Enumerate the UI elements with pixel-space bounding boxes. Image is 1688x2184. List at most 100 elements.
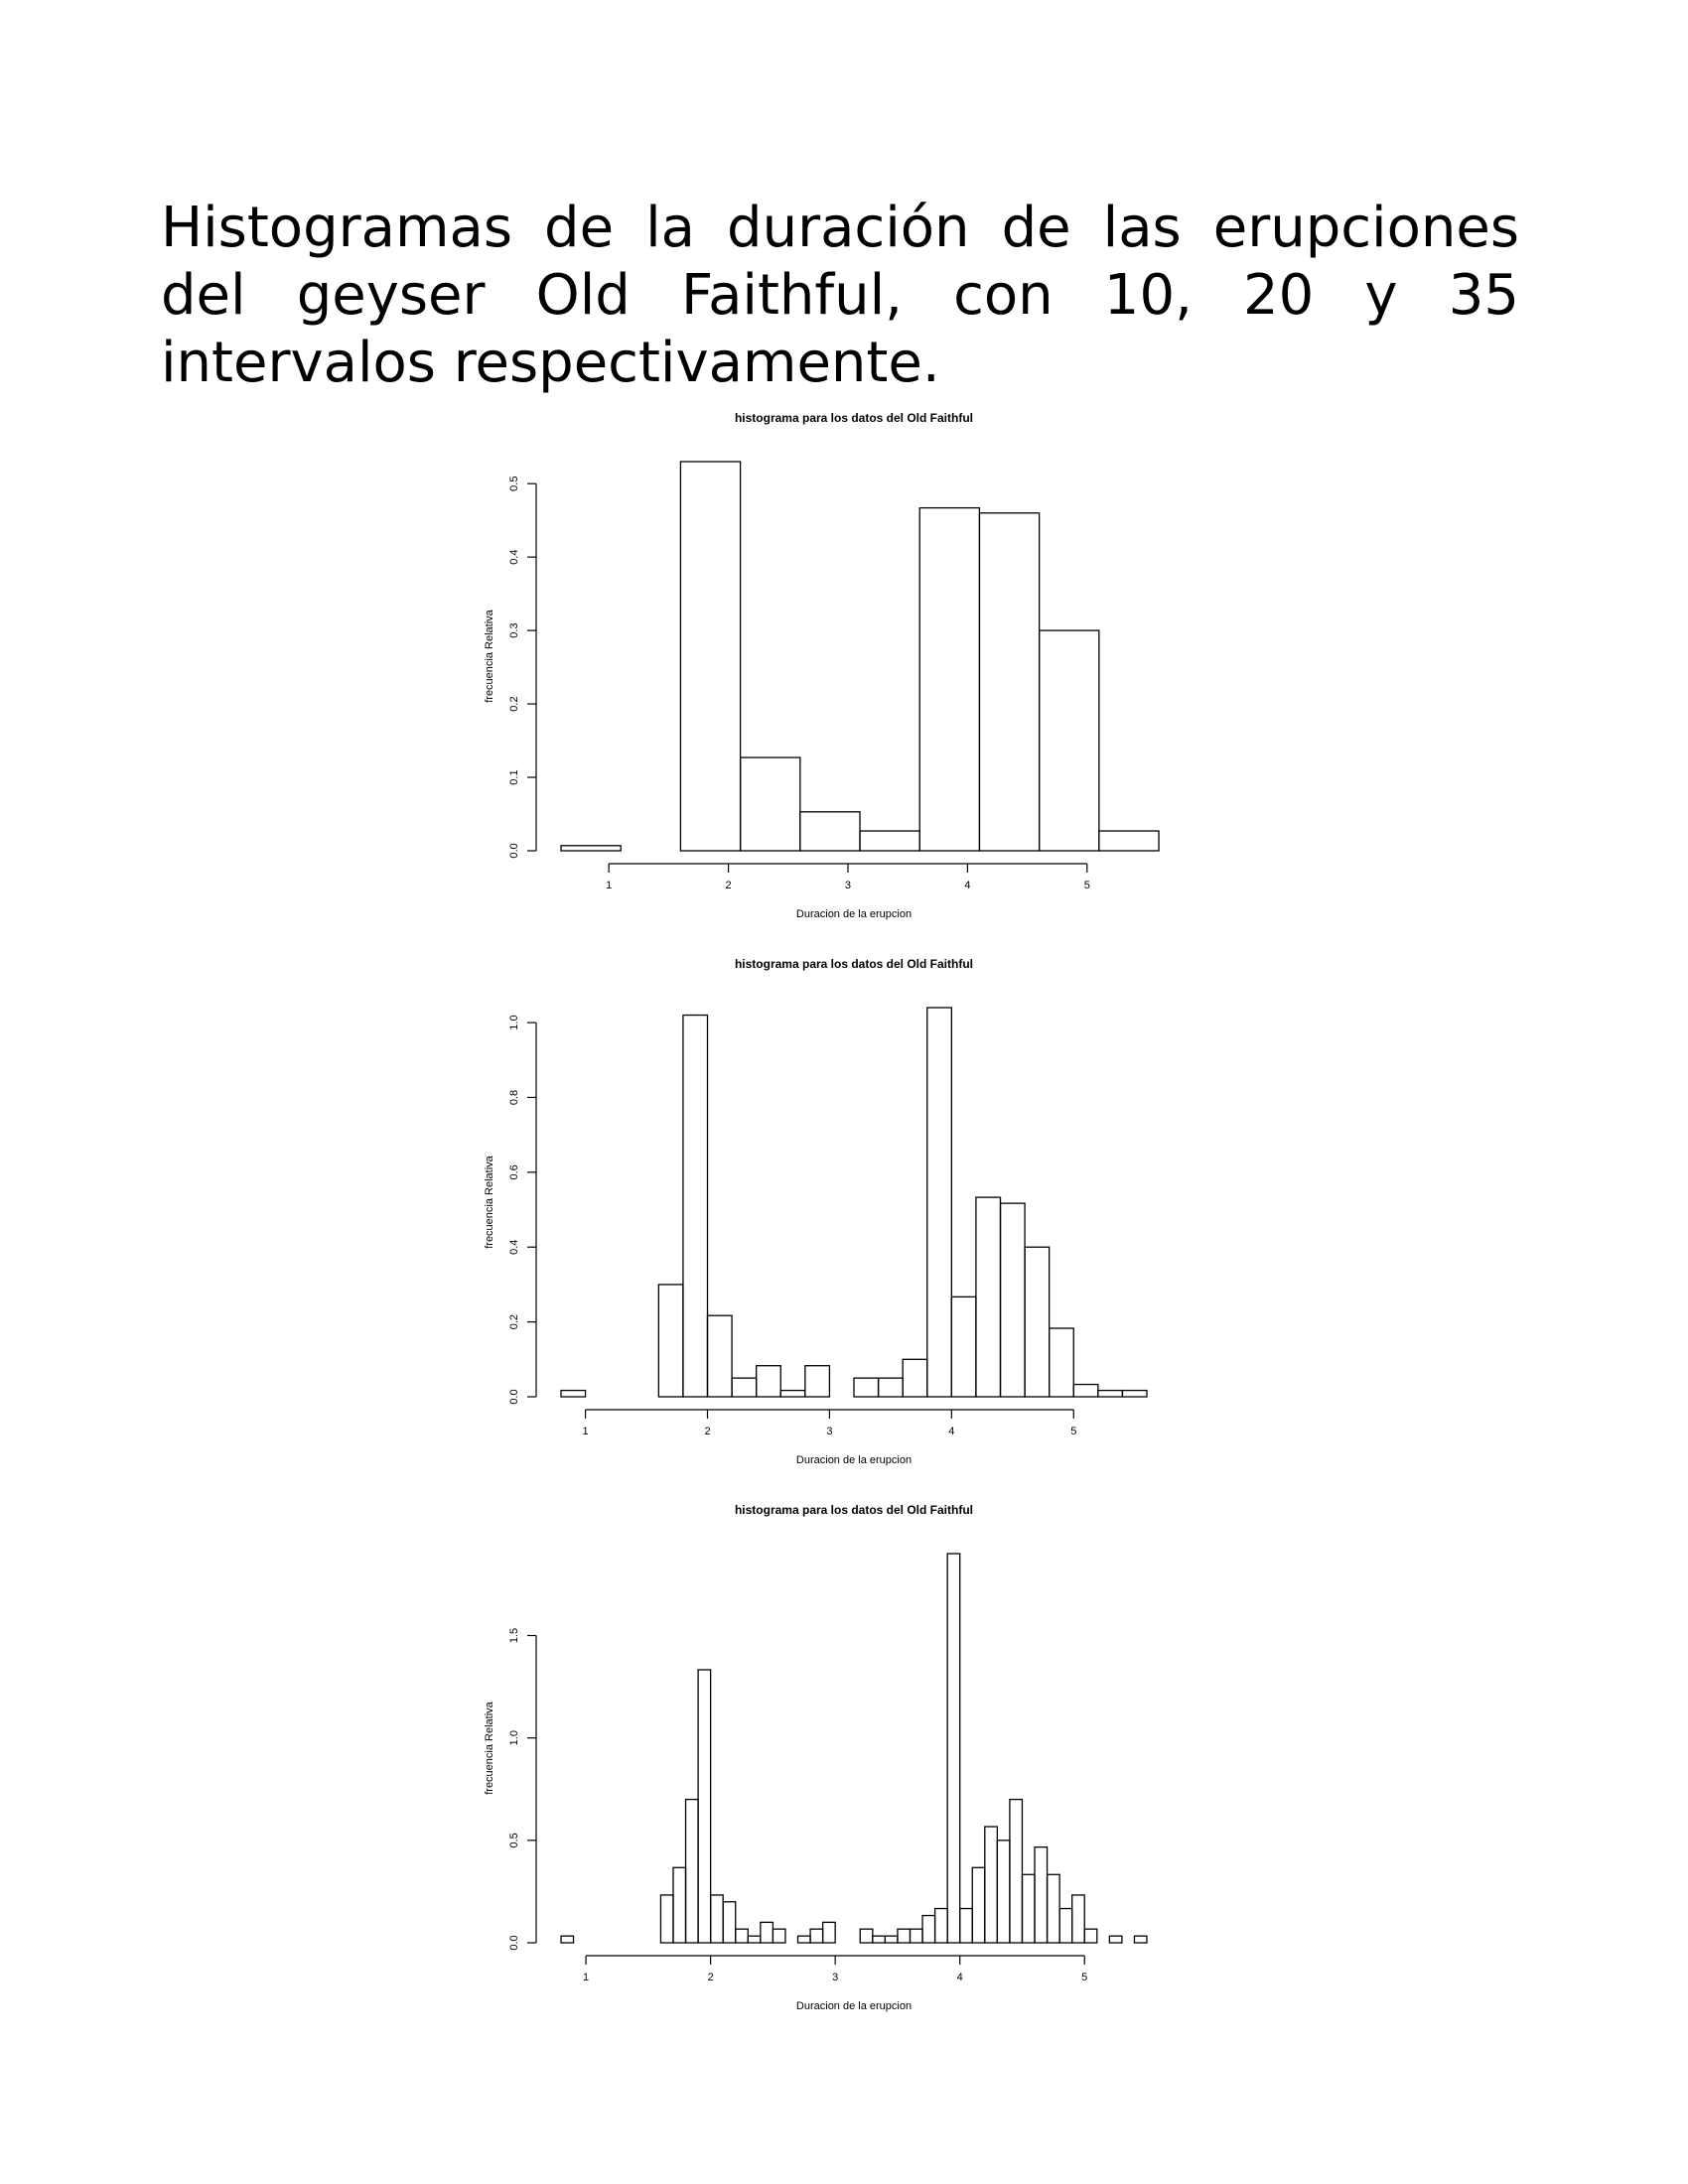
histogram-bar <box>872 1935 887 1944</box>
histogram-bar <box>722 1901 737 1944</box>
y-tick-label: 1.0 <box>508 1015 520 1029</box>
histogram-bar <box>779 1389 806 1398</box>
y-tick-label: 0.0 <box>508 843 520 858</box>
histogram-bar <box>1034 1846 1049 1944</box>
y-tick-label: 0.8 <box>508 1090 520 1105</box>
histogram-bar <box>999 1202 1026 1398</box>
x-tick-label: 5 <box>1070 1426 1076 1437</box>
x-tick-label: 4 <box>957 1972 963 1983</box>
histogram-bar <box>756 1365 781 1398</box>
x-tick-label: 3 <box>845 880 851 891</box>
histogram-bar <box>971 1866 986 1944</box>
x-axis-label: Duracion de la erupcion <box>796 2000 912 2012</box>
x-tick-label: 2 <box>708 1972 714 1983</box>
y-tick-label: 0.2 <box>508 696 520 711</box>
x-tick-label: 4 <box>964 880 970 891</box>
histogram-bar <box>1049 1327 1074 1398</box>
histogram-10-bins-svg: histograma para los datos del Old Faithf… <box>484 411 1160 920</box>
x-tick-label: 2 <box>726 880 732 891</box>
histogram-bar <box>1097 1389 1124 1398</box>
histogram-bar <box>877 1377 904 1398</box>
histogram-bar <box>804 1365 831 1398</box>
histogram-bar <box>996 1840 1011 1944</box>
histogram-bar <box>682 1014 709 1398</box>
y-axis-label: frecuencia Relativa <box>484 1701 495 1794</box>
histogram-bar <box>1021 1873 1036 1944</box>
histogram-bar <box>1133 1935 1148 1944</box>
y-tick-label: 0.4 <box>508 1240 520 1255</box>
histogram-bar <box>1058 1907 1073 1944</box>
histogram-bar <box>659 1894 674 1944</box>
histogram-bar <box>697 1669 712 1944</box>
y-tick-label: 0.3 <box>508 622 520 637</box>
histogram-bar <box>731 1377 758 1398</box>
y-tick-label: 0.0 <box>508 1935 520 1950</box>
y-tick-label: 0.4 <box>508 550 520 565</box>
histogram-bar <box>902 1358 928 1398</box>
x-tick-label: 1 <box>606 880 612 891</box>
histogram-bar <box>809 1928 824 1944</box>
histogram-bar <box>706 1314 733 1398</box>
histogram-bar <box>1108 1935 1123 1944</box>
histogram-bar <box>772 1928 786 1944</box>
histogram-bar <box>909 1928 923 1944</box>
x-axis-label: Duracion de la erupcion <box>796 908 912 920</box>
histogram-bar <box>897 1928 912 1944</box>
histogram-bar <box>1071 1894 1085 1944</box>
histogram-bar <box>1038 629 1100 852</box>
histogram-bar <box>560 845 622 852</box>
chart-title: histograma para los datos del Old Faithf… <box>735 1503 973 1517</box>
histogram-bar <box>926 1007 952 1398</box>
histogram-bar <box>859 830 920 852</box>
histogram-bar <box>918 506 981 852</box>
histogram-35-bins-svg: histograma para los datos del Old Faithf… <box>484 1503 1148 2012</box>
y-tick-label: 0.1 <box>508 769 520 784</box>
x-tick-label: 3 <box>832 1972 838 1983</box>
histogram-bar <box>709 1894 724 1944</box>
histogram-bar <box>679 461 742 852</box>
x-tick-label: 1 <box>583 1972 589 1983</box>
histogram-bar <box>950 1296 977 1398</box>
histogram-bar <box>735 1928 749 1944</box>
y-tick-label: 1.0 <box>508 1730 520 1745</box>
histogram-bar <box>560 1935 575 1944</box>
histogram-bar <box>1024 1246 1051 1398</box>
histogram-bar <box>959 1907 973 1944</box>
histogram-bar <box>1046 1873 1060 1944</box>
histogram-bar <box>984 1826 999 1944</box>
histogram-bar <box>859 1928 874 1944</box>
x-axis-label: Duracion de la erupcion <box>796 1454 912 1466</box>
histogram-bar <box>739 756 801 852</box>
histogram-bar <box>821 1921 836 1944</box>
histogram-bar <box>1072 1383 1099 1398</box>
histogram-bar <box>978 512 1041 852</box>
y-tick-label: 0.5 <box>508 477 520 491</box>
histogram-bar <box>853 1377 880 1398</box>
histogram-bar <box>1098 830 1160 852</box>
histogram-35-bins: histograma para los datos del Old Faithf… <box>0 1494 1688 2030</box>
histogram-bar <box>1121 1389 1148 1398</box>
histogram-bar <box>657 1284 684 1398</box>
histogram-bar <box>560 1389 587 1398</box>
histogram-bar <box>799 811 861 852</box>
histogram-bar <box>760 1921 774 1944</box>
x-tick-label: 1 <box>583 1426 589 1437</box>
x-tick-label: 5 <box>1081 1972 1087 1983</box>
chart-title: histograma para los datos del Old Faithf… <box>735 411 973 425</box>
histogram-20-bins-svg: histograma para los datos del Old Faithf… <box>484 957 1148 1466</box>
histogram-bar <box>672 1866 687 1944</box>
y-axis-label: frecuencia Relativa <box>484 1155 495 1248</box>
histogram-20-bins: histograma para los datos del Old Faithf… <box>0 948 1688 1484</box>
histogram-bar <box>796 1935 811 1944</box>
y-tick-label: 0.6 <box>508 1164 520 1179</box>
y-axis-label: frecuencia Relativa <box>484 609 495 702</box>
histogram-bar <box>884 1935 899 1944</box>
histogram-bar <box>747 1935 762 1944</box>
histogram-10-bins: histograma para los datos del Old Faithf… <box>0 402 1688 938</box>
histogram-bar <box>921 1914 936 1944</box>
x-tick-label: 3 <box>826 1426 832 1437</box>
x-tick-label: 5 <box>1084 880 1090 891</box>
y-tick-label: 0.0 <box>508 1389 520 1404</box>
histogram-bar <box>684 1798 699 1944</box>
y-tick-label: 1.5 <box>508 1628 520 1643</box>
